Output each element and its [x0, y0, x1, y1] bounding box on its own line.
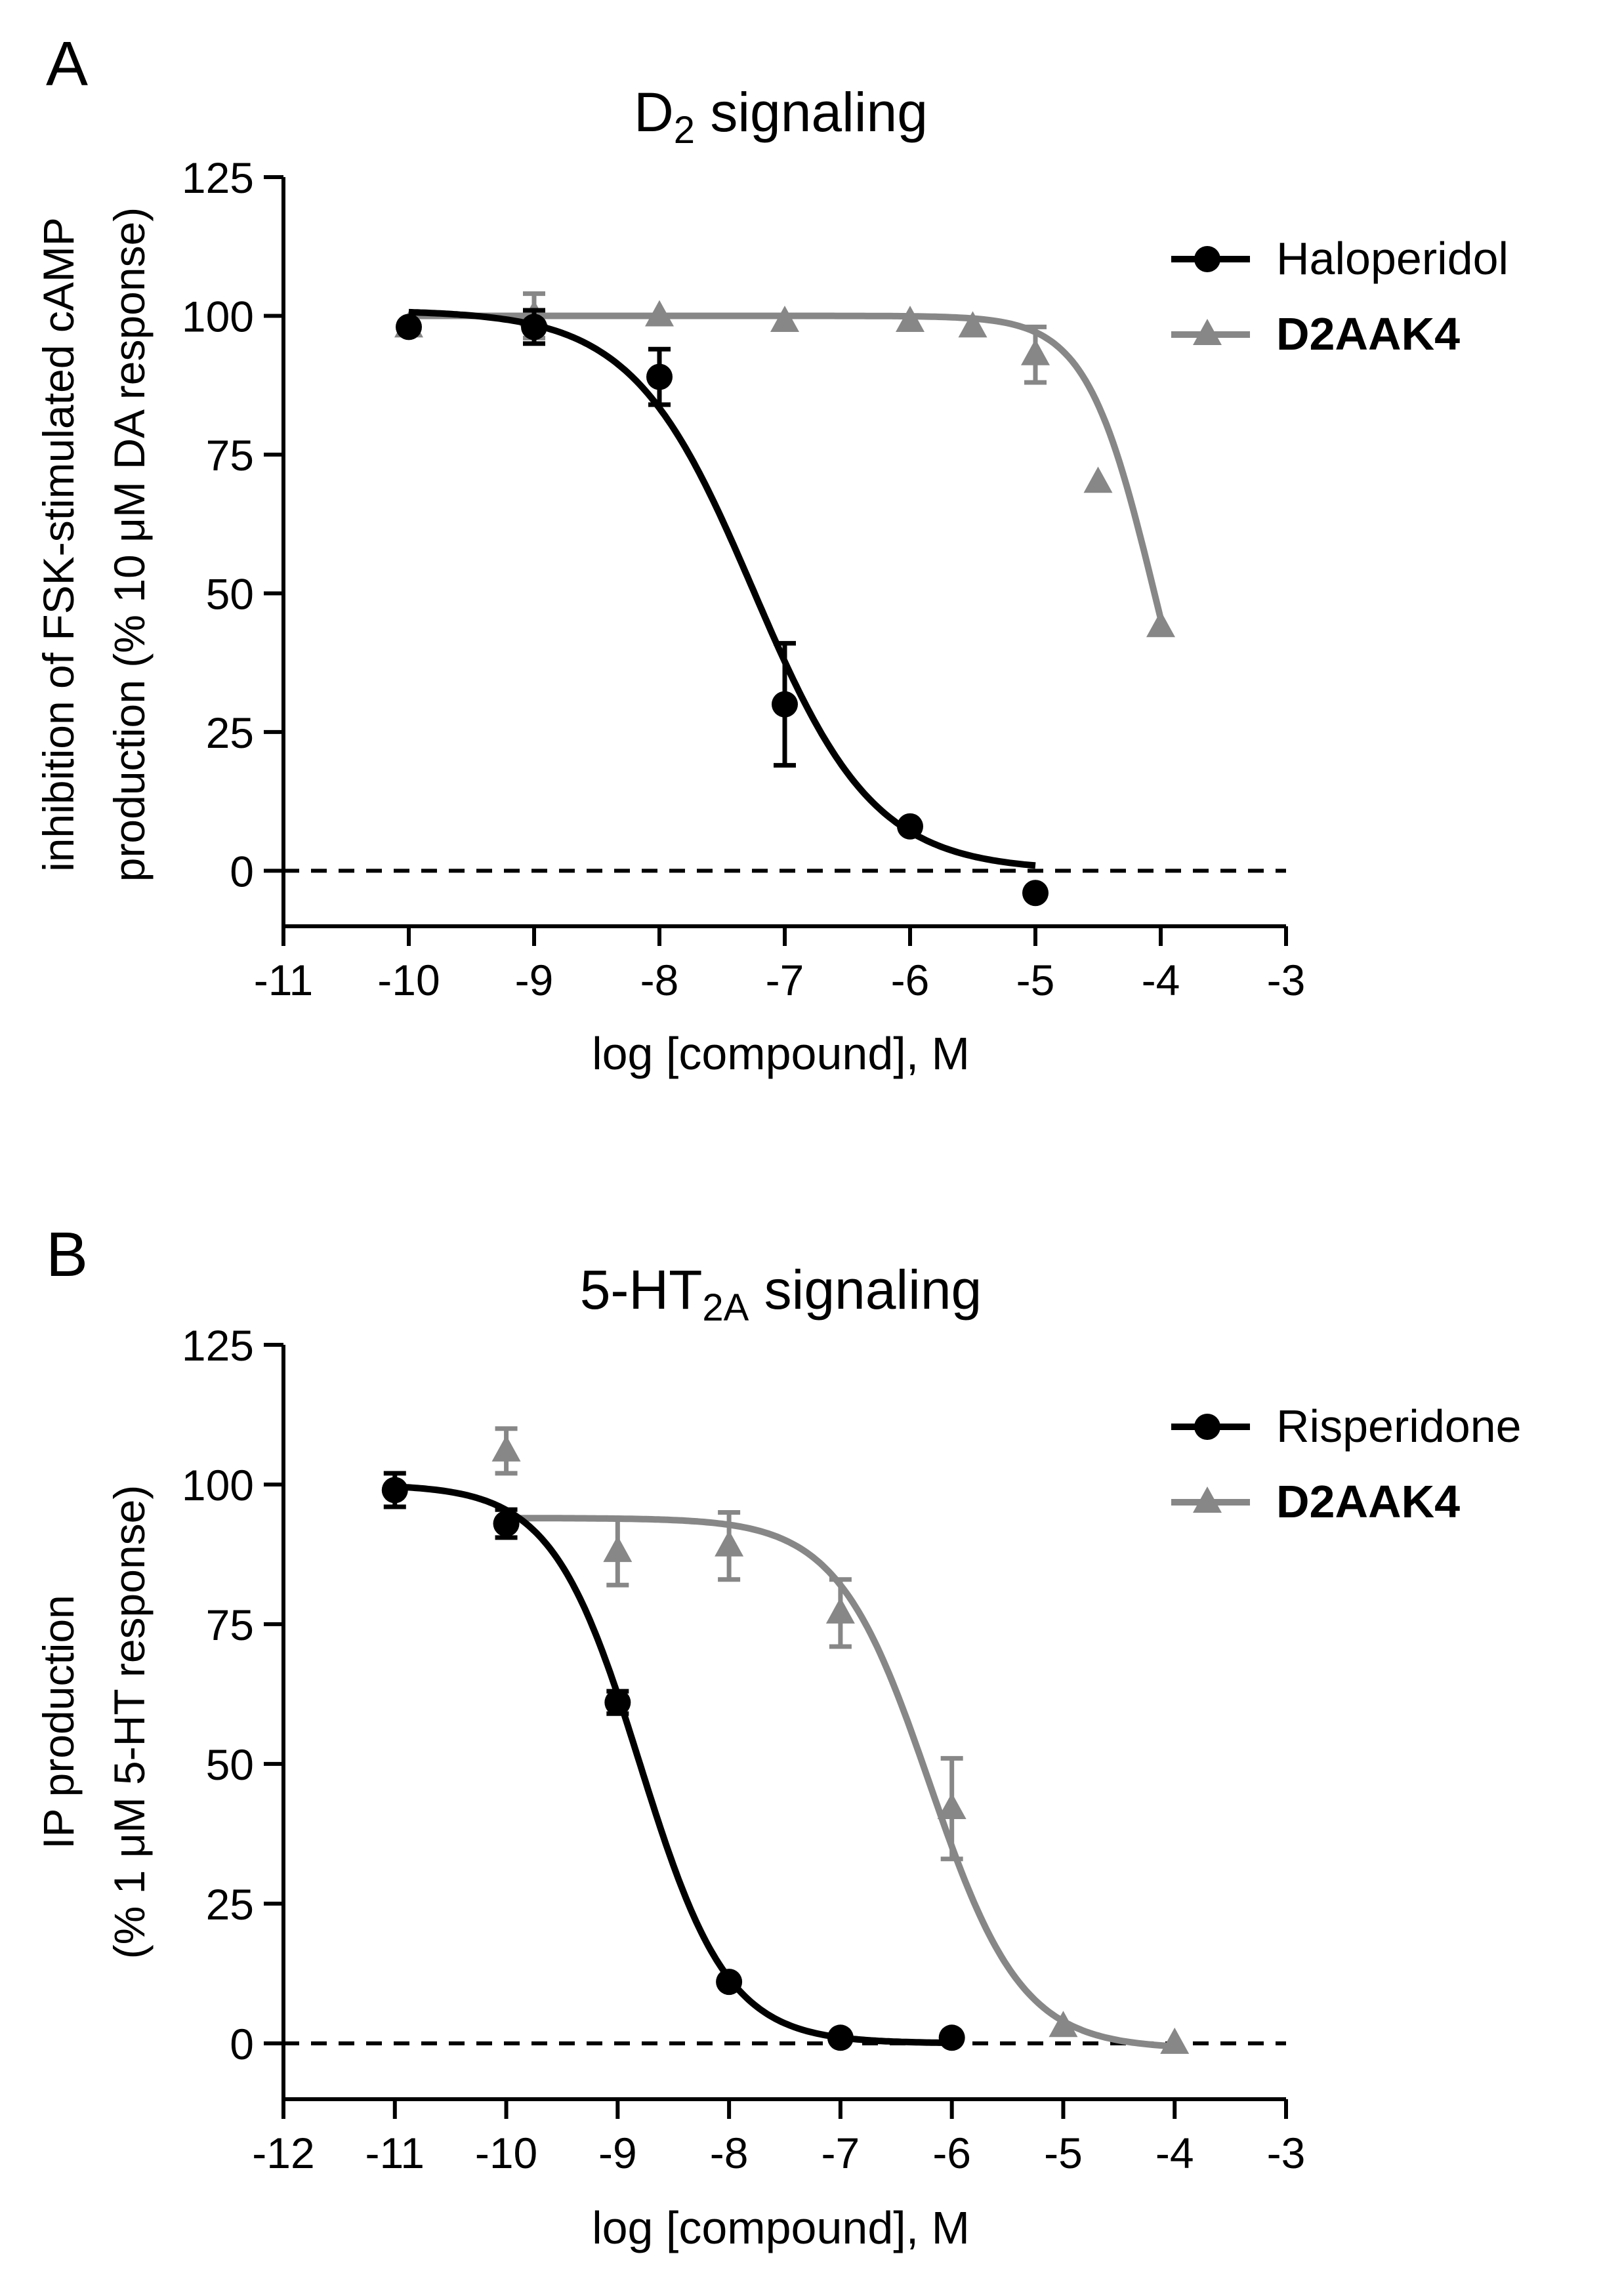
panel-a-point-haloperidol — [897, 813, 923, 840]
panel-a-title-rest: signaling — [695, 81, 928, 143]
panel-b-legend-label-risperidone: Risperidone — [1276, 1401, 1522, 1452]
panel-b-x-axis: -12 -11 -10 -9 -8 -7 -6 -5 -4 -3 — [252, 2097, 1306, 2177]
panel-b-ylabel-line-2: (% 1 μM 5-HT response) — [105, 1485, 154, 1959]
panel-b-legend-marker-d2aak4 — [1193, 1486, 1222, 1513]
panel-b-xlabel: log [compound], M — [592, 2202, 970, 2253]
panel-a-point-d2aak4 — [1146, 611, 1175, 638]
panel-b-y-tick-label: 100 — [182, 1461, 254, 1509]
panel-a-x-tick-label: -9 — [515, 956, 554, 1004]
panel-b-x-tick-label: -12 — [252, 2129, 314, 2177]
panel-a-x-tick-label: -4 — [1142, 956, 1180, 1004]
panel-a-title-main: D — [634, 81, 674, 143]
panel-b-x-tick-label: -3 — [1267, 2129, 1306, 2177]
panel-a: A D2 signaling inhibition of FSK-stimula… — [34, 29, 1508, 1079]
panel-a-y-tick-label: 100 — [182, 292, 254, 340]
panel-b-point-d2aak4 — [603, 1536, 633, 1563]
panel-b-x-tick-label: -6 — [932, 2129, 971, 2177]
panel-b-x-tick-label: -7 — [821, 2129, 860, 2177]
panel-b-fit-risperidone — [394, 1483, 953, 2047]
panel-a-x-axis: -11 -10 -9 -8 -7 -6 -5 -4 -3 — [254, 924, 1306, 1004]
panel-a-point-haloperidol — [1022, 880, 1049, 907]
panel-b-plot — [283, 1426, 1286, 2054]
panel-a-ylabel-line-1: inhibition of FSK-stimulated cAMP — [34, 217, 83, 872]
panel-a-x-tick-label: -10 — [377, 956, 440, 1004]
panel-b-point-d2aak4 — [715, 1530, 744, 1557]
panel-a-point-d2aak4 — [958, 311, 988, 338]
panel-b-label: B — [46, 1220, 88, 1290]
panel-b-point-risperidone — [604, 1689, 631, 1716]
panel-a-fit-d2aak4 — [409, 312, 1164, 620]
panel-a-legend-marker-haloperidol — [1194, 246, 1220, 272]
panel-b-x-tick-label: -5 — [1044, 2129, 1083, 2177]
panel-a-y-tick-label: 50 — [206, 569, 254, 618]
panel-b-x-tick-label: -10 — [475, 2129, 537, 2177]
panel-a-y-tick-label: 0 — [230, 847, 254, 895]
panel-a-x-tick-label: -6 — [891, 956, 930, 1004]
panel-a-ylabel-line-2: production (% 10 μM DA response) — [105, 207, 154, 882]
panel-b: B 5-HT2A signaling IP production (% 1 μM… — [34, 1220, 1522, 2253]
panel-a-x-tick-label: -11 — [254, 956, 314, 1004]
panel-b-point-risperidone — [938, 2024, 965, 2051]
panel-b-title-sub: 2A — [702, 1286, 749, 1329]
panel-b-point-d2aak4 — [1160, 2027, 1190, 2054]
panel-b-legend-marker-risperidone — [1194, 1414, 1220, 1440]
panel-a-point-d2aak4 — [1083, 466, 1113, 493]
panel-a-x-tick-label: -8 — [640, 956, 679, 1004]
panel-a-x-tick-label: -3 — [1267, 956, 1306, 1004]
panel-a-point-haloperidol — [646, 363, 673, 390]
panel-a-point-d2aak4 — [896, 305, 925, 332]
panel-b-y-tick-label: 25 — [206, 1880, 254, 1929]
panel-b-y-tick-label: 50 — [206, 1740, 254, 1789]
panel-b-x-tick-label: -9 — [598, 2129, 637, 2177]
panel-a-legend-label-d2aak4: D2AAK4 — [1276, 308, 1460, 359]
panel-b-point-d2aak4 — [825, 1597, 855, 1624]
panel-b-point-risperidone — [493, 1510, 520, 1537]
panel-a-legend-marker-d2aak4 — [1193, 319, 1222, 345]
panel-a-y-tick-label: 25 — [206, 708, 254, 757]
panel-a-y-tick-label: 125 — [182, 154, 254, 202]
panel-a-legend: Haloperidol D2AAK4 — [1171, 233, 1508, 359]
panel-a-legend-label-haloperidol: Haloperidol — [1276, 233, 1508, 284]
panel-a-x-tick-label: -7 — [766, 956, 804, 1004]
panel-b-point-risperidone — [827, 2024, 854, 2051]
panel-b-x-tick-label: -11 — [365, 2129, 425, 2177]
panel-b-point-d2aak4 — [937, 1793, 967, 1820]
panel-b-point-risperidone — [381, 1477, 408, 1504]
panel-a-point-haloperidol — [772, 691, 798, 718]
panel-a-point-d2aak4 — [1021, 338, 1050, 365]
panel-a-point-d2aak4 — [770, 305, 799, 332]
panel-b-y-tick-label: 0 — [230, 2020, 254, 2068]
panel-a-title-sub: 2 — [674, 109, 695, 152]
panel-b-y-tick-label: 125 — [182, 1321, 254, 1370]
panel-b-point-d2aak4 — [491, 1435, 521, 1462]
panel-b-title-main: 5-HT — [580, 1259, 703, 1321]
panel-a-point-haloperidol — [521, 314, 547, 340]
panel-b-x-tick-label: -4 — [1155, 2129, 1194, 2177]
panel-b-legend-label-d2aak4: D2AAK4 — [1276, 1476, 1460, 1527]
panel-a-point-haloperidol — [396, 314, 422, 340]
panel-b-title-rest: signaling — [749, 1259, 982, 1321]
panel-b-y-tick-label: 75 — [206, 1601, 254, 1649]
panel-a-label: A — [46, 29, 88, 99]
panel-a-y-tick-label: 75 — [206, 431, 254, 480]
panel-b-ylabel-line-1: IP production — [34, 1595, 83, 1849]
panel-a-title: D2 signaling — [634, 81, 928, 152]
panel-a-xlabel: log [compound], M — [592, 1028, 970, 1079]
panel-b-y-axis: 0 25 50 75 100 125 — [182, 1321, 285, 2099]
panel-a-fit-haloperidol — [408, 308, 1036, 869]
panel-b-legend: Risperidone D2AAK4 — [1171, 1401, 1522, 1527]
panel-a-y-axis: 0 25 50 75 100 125 — [182, 154, 285, 926]
panel-b-point-risperidone — [716, 1969, 743, 1996]
panel-b-point-d2aak4 — [1049, 2011, 1078, 2038]
panel-a-point-d2aak4 — [645, 300, 674, 327]
panel-a-plot — [283, 291, 1286, 907]
panel-b-x-tick-label: -8 — [710, 2129, 749, 2177]
panel-a-x-tick-label: -5 — [1016, 956, 1055, 1004]
panel-b-title: 5-HT2A signaling — [580, 1259, 982, 1329]
